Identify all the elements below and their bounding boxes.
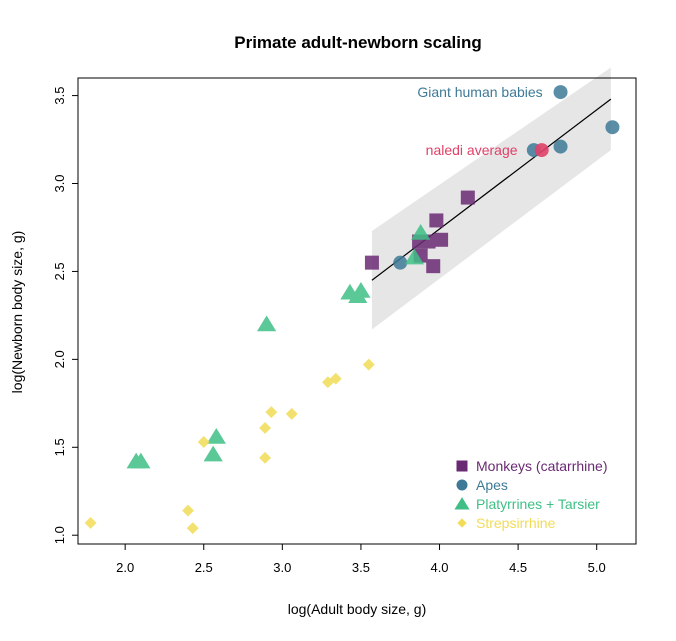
data-point-1-3	[553, 139, 568, 154]
data-point-2-7	[351, 282, 371, 298]
y-tick-label-3: 2.5	[52, 262, 67, 280]
data-point-0-0	[364, 255, 379, 270]
y-axis: 1.0 1.5 2.0 2.5 3.0 3.5	[52, 87, 78, 544]
confidence-band-layer	[371, 67, 611, 330]
y-tick-label-0: 1.0	[52, 526, 67, 544]
x-tick-label-4: 4.0	[430, 560, 448, 575]
legend-marker-2	[454, 497, 470, 510]
data-point-1-4	[605, 120, 620, 135]
legend-label-3: Strepsirrhine	[476, 515, 556, 531]
y-tick-label-2: 2.0	[52, 350, 67, 368]
legend-label-1: Apes	[476, 477, 508, 493]
x-tick-label-5: 4.5	[509, 560, 527, 575]
y-tick-label-5: 3.5	[52, 87, 67, 105]
chart-title: Primate adult-newborn scaling	[234, 33, 482, 52]
regression-line	[371, 98, 612, 281]
legend-marker-1	[456, 479, 468, 491]
regression-line-layer	[371, 98, 612, 281]
data-point-2-2	[203, 445, 223, 462]
y-axis-label: log(Newborn body size, g)	[9, 231, 25, 394]
data-point-0-7	[460, 190, 475, 205]
x-tick-label-2: 3.0	[273, 560, 291, 575]
legend-marker-0	[456, 460, 468, 472]
data-point-3-3	[197, 436, 210, 448]
x-axis: 2.0 2.5 3.0 3.5 4.0 4.5 5.0	[116, 544, 606, 575]
series-3	[84, 358, 375, 535]
highlight-group	[534, 143, 549, 158]
data-point-2-9	[411, 223, 431, 240]
legend: Monkeys (catarrhine) Apes Platyrrines + Ta…	[454, 458, 608, 531]
data-point-2-8	[404, 248, 424, 265]
confidence-band	[371, 67, 611, 330]
data-points-layer	[84, 85, 620, 535]
data-point-0-5	[429, 213, 444, 228]
legend-marker-3	[457, 518, 467, 528]
x-tick-label-6: 5.0	[588, 560, 606, 575]
x-tick-label-1: 2.5	[195, 560, 213, 575]
x-axis-label: log(Adult body size, g)	[288, 601, 427, 617]
annotation-layer: Giant human babies naledi average	[417, 84, 542, 158]
data-point-3-2	[186, 522, 199, 535]
data-point-3-0	[84, 516, 97, 529]
legend-label-0: Monkeys (catarrhine)	[476, 458, 608, 474]
series-2	[126, 223, 431, 469]
plot-frame	[77, 77, 637, 545]
data-point-3-7	[285, 407, 298, 420]
data-point-3-4	[259, 451, 271, 464]
data-point-1-0	[393, 255, 408, 270]
data-point-3-9	[329, 372, 342, 385]
data-point-0-4	[426, 259, 441, 274]
highlight-point	[534, 143, 549, 158]
x-tick-label-3: 3.5	[352, 560, 370, 575]
legend-label-2: Platyrrines + Tarsier	[476, 496, 600, 512]
data-point-0-6	[434, 232, 449, 247]
y-tick-label-1: 1.5	[52, 438, 67, 456]
annotation-0: Giant human babies	[417, 84, 542, 100]
data-point-3-1	[182, 504, 194, 517]
data-point-3-6	[265, 406, 278, 419]
annotation-1: naledi average	[426, 142, 518, 158]
data-point-3-5	[259, 421, 271, 434]
data-point-2-4	[256, 315, 277, 332]
data-point-2-3	[206, 427, 226, 444]
x-tick-label-0: 2.0	[116, 560, 134, 575]
data-point-3-10	[362, 358, 375, 371]
data-point-1-2	[553, 85, 568, 100]
data-point-2-1	[131, 452, 151, 469]
y-tick-label-4: 3.0	[52, 174, 67, 192]
